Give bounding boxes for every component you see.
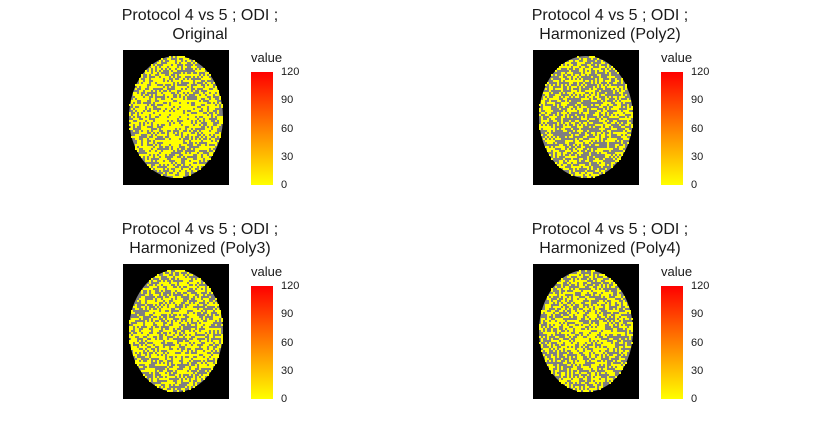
heatmap-voxels bbox=[129, 270, 223, 392]
title-line-1: Protocol 4 vs 5 ; ODI ; bbox=[121, 7, 279, 24]
legend-colorbar bbox=[251, 72, 273, 185]
legend-tick: 60 bbox=[281, 337, 294, 349]
title-line-1: Protocol 4 vs 5 ; ODI ; bbox=[531, 221, 689, 238]
heatmap-voxels bbox=[129, 56, 223, 178]
legend-title: value bbox=[661, 50, 693, 65]
panel-title: Protocol 4 vs 5 ; ODI ; Original bbox=[100, 6, 300, 44]
legend-tick: 60 bbox=[691, 337, 704, 349]
legend-title: value bbox=[251, 264, 283, 279]
legend-tick: 90 bbox=[691, 94, 704, 106]
panel-title: Protocol 4 vs 5 ; ODI ; Harmonized (Poly… bbox=[510, 6, 710, 44]
legend-colorbar bbox=[661, 286, 683, 399]
legend-tick: 30 bbox=[281, 365, 294, 377]
legend-tick: 30 bbox=[691, 151, 704, 163]
legend-tick: 120 bbox=[281, 66, 300, 78]
legend-title: value bbox=[251, 50, 283, 65]
brain-heatmap bbox=[533, 50, 639, 185]
title-line-1: Protocol 4 vs 5 ; ODI ; bbox=[121, 221, 279, 238]
title-line-2: Harmonized (Poly4) bbox=[539, 240, 681, 257]
heatmap-voxels bbox=[539, 270, 633, 392]
legend-tick: 30 bbox=[281, 151, 294, 163]
brain-heatmap bbox=[533, 264, 639, 399]
heatmap-voxels bbox=[539, 56, 633, 178]
legend-tick: 120 bbox=[281, 280, 300, 292]
legend-tick: 0 bbox=[281, 393, 288, 405]
panel-title: Protocol 4 vs 5 ; ODI ; Harmonized (Poly… bbox=[100, 220, 300, 258]
legend-tick: 0 bbox=[691, 393, 698, 405]
brain-heatmap-svg bbox=[539, 56, 633, 178]
legend-tick: 90 bbox=[691, 308, 704, 320]
title-line-2: Harmonized (Poly2) bbox=[539, 26, 681, 43]
brain-heatmap bbox=[123, 264, 229, 399]
legend-tick: 0 bbox=[281, 179, 288, 191]
title-line-2: Original bbox=[172, 26, 228, 43]
legend-tick: 120 bbox=[691, 66, 710, 78]
panel-harmonized-poly3: Protocol 4 vs 5 ; ODI ; Harmonized (Poly… bbox=[100, 220, 340, 410]
legend-title: value bbox=[661, 264, 693, 279]
panel-title: Protocol 4 vs 5 ; ODI ; Harmonized (Poly… bbox=[510, 220, 710, 258]
title-line-1: Protocol 4 vs 5 ; ODI ; bbox=[531, 7, 689, 24]
legend-colorbar bbox=[661, 72, 683, 185]
legend-tick: 90 bbox=[281, 308, 294, 320]
legend-tick: 60 bbox=[691, 123, 704, 135]
brain-heatmap-svg bbox=[539, 270, 633, 392]
panel-harmonized-poly2: Protocol 4 vs 5 ; ODI ; Harmonized (Poly… bbox=[510, 6, 750, 196]
legend-colorbar bbox=[251, 286, 273, 399]
panel-harmonized-poly4: Protocol 4 vs 5 ; ODI ; Harmonized (Poly… bbox=[510, 220, 750, 410]
brain-heatmap-svg bbox=[129, 56, 223, 178]
title-line-2: Harmonized (Poly3) bbox=[129, 240, 271, 257]
legend-tick: 90 bbox=[281, 94, 294, 106]
brain-heatmap bbox=[123, 50, 229, 185]
legend-tick: 30 bbox=[691, 365, 704, 377]
panel-original: Protocol 4 vs 5 ; ODI ; Original value 1… bbox=[100, 6, 340, 196]
legend-tick: 0 bbox=[691, 179, 698, 191]
legend-tick: 120 bbox=[691, 280, 710, 292]
brain-heatmap-svg bbox=[129, 270, 223, 392]
legend-tick: 60 bbox=[281, 123, 294, 135]
